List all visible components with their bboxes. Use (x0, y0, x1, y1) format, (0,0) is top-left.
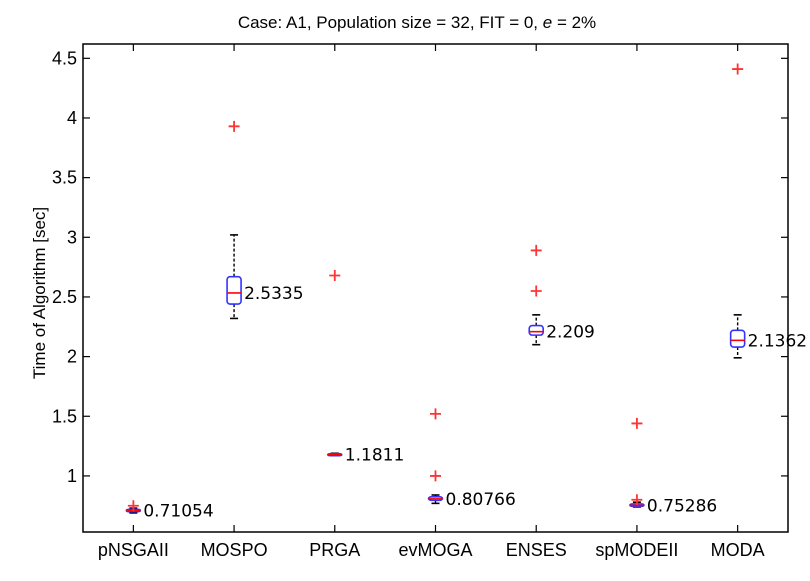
x-axis: pNSGAII MOSPO PRGA evMOGA ENSES spMODEII MODA (98, 44, 765, 560)
chart-title: Case: A1, Population size = 32, FIT = 0,… (238, 13, 596, 32)
box-group-enses: 2.209 (528, 244, 595, 346)
box-group-pnsgaii: 0.71054 (125, 500, 214, 521)
y-tick-label: 1 (67, 466, 77, 486)
median-value-label: 0.71054 (143, 501, 213, 521)
median-value-label: 0.80766 (446, 490, 516, 510)
box-group-mospo: 2.5335 (226, 120, 304, 320)
outlier-marker (329, 269, 341, 281)
chart-title-italic: e (543, 13, 552, 32)
box-group-moda: 2.1362 (729, 63, 807, 359)
y-axis-label: Time of Algorithm [sec] (30, 207, 49, 379)
outlier-marker (530, 285, 542, 297)
outlier-marker (631, 417, 643, 429)
outlier-marker (127, 500, 139, 512)
box-iqr (226, 275, 242, 305)
outlier-marker (430, 470, 441, 482)
box-series: 0.71054 2.5335 1.1811 0.80766 2.209 0.75286 2.… (125, 63, 807, 521)
x-tick-label: MOSPO (201, 540, 268, 560)
box-group-spmodeii: 0.75286 (629, 417, 717, 516)
median-value-label: 1.1811 (345, 445, 404, 465)
y-tick-label: 1.5 (52, 406, 77, 426)
x-tick-label: evMOGA (398, 540, 472, 560)
median-value-label: 0.75286 (647, 496, 717, 516)
box-iqr (528, 324, 545, 336)
box-group-evmoga: 0.80766 (427, 408, 516, 510)
y-tick-label: 2 (67, 347, 77, 367)
y-axis: 1 1.5 2 2.5 3 3.5 4 4.5 (52, 48, 788, 486)
plot-area-frame (82, 43, 789, 533)
x-tick-label: MODA (711, 540, 765, 560)
outlier-marker (631, 494, 643, 506)
box-iqr (729, 329, 746, 348)
median-value-label: 2.5335 (244, 284, 303, 304)
outlier-marker (530, 244, 542, 256)
y-tick-label: 4.5 (52, 48, 77, 68)
x-tick-label: pNSGAII (98, 540, 169, 560)
chart-title-prefix: Case: A1, Population size = 32, FIT = 0, (238, 13, 543, 32)
x-tick-label: PRGA (309, 540, 360, 560)
y-tick-label: 4 (67, 108, 77, 128)
chart-title-suffix: = 2% (552, 13, 596, 32)
y-tick-label: 3 (67, 227, 77, 247)
median-value-label: 2.209 (546, 323, 595, 343)
outlier-marker (228, 120, 240, 132)
x-tick-label: spMODEII (595, 540, 678, 560)
median-value-label: 2.1362 (748, 331, 807, 351)
outlier-marker (732, 63, 744, 75)
outlier-marker (430, 408, 441, 420)
x-tick-label: ENSES (506, 540, 567, 560)
box-group-prga: 1.1811 (326, 269, 404, 465)
y-tick-label: 2.5 (52, 287, 77, 307)
y-tick-label: 3.5 (52, 168, 77, 188)
